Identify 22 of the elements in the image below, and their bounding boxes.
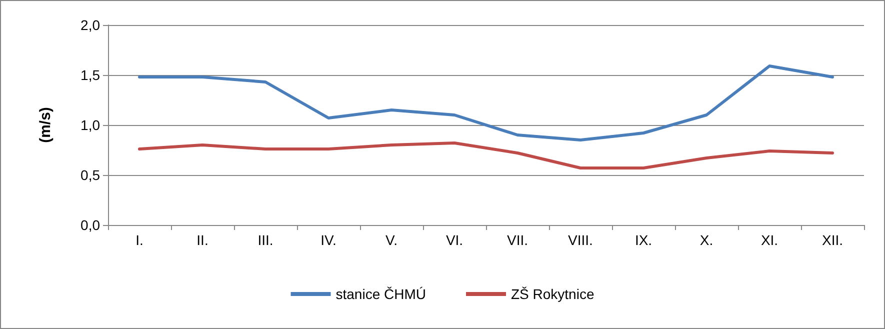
legend-label: stanice ČHMÚ: [336, 286, 426, 302]
x-tick-label: X.: [700, 232, 714, 248]
x-tick-label: XII.: [822, 232, 844, 248]
x-tick-label: III.: [258, 232, 274, 248]
y-tick-label: 0,5: [80, 167, 100, 183]
x-tick-label: VII.: [506, 232, 528, 248]
y-axis-title: (m/s): [37, 107, 54, 143]
y-tick-label: 0,0: [80, 217, 100, 233]
x-tick-label: II.: [196, 232, 208, 248]
line-series: [138, 142, 834, 170]
x-tick-label: XI.: [760, 232, 778, 248]
y-tick-label: 1,0: [80, 117, 100, 133]
x-tick-label: IX.: [634, 232, 652, 248]
x-tick-label: IV.: [320, 232, 336, 248]
legend-label: ZŠ Rokytnice: [510, 286, 594, 302]
line-series: [138, 64, 834, 142]
x-tick-label: VI.: [446, 232, 464, 248]
y-tick-label: 1,5: [80, 67, 100, 83]
x-tick-label: V.: [386, 232, 398, 248]
y-tick-label: 2,0: [80, 17, 100, 33]
x-tick-label: I.: [136, 232, 144, 248]
x-tick-label: VIII.: [568, 232, 593, 248]
